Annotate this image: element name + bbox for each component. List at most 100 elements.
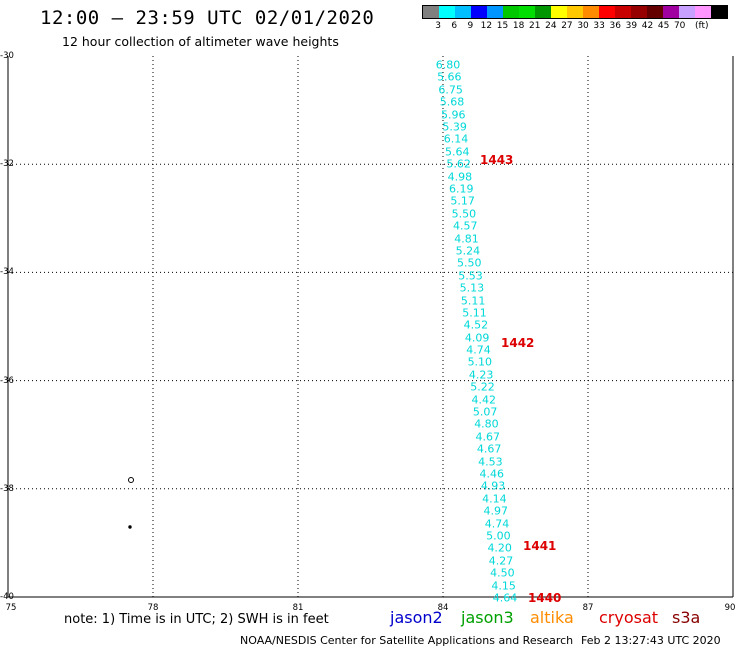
swh-value: 4.15	[491, 579, 516, 593]
legend-label: 9	[467, 21, 474, 31]
swh-value: 4.74	[484, 517, 510, 531]
legend-swatch	[663, 6, 679, 18]
legend-label: 39	[625, 21, 638, 31]
legend-swatch	[615, 6, 631, 18]
swh-value: 4.52	[463, 318, 489, 332]
legend-swatch	[647, 6, 663, 18]
swh-value: 4.20	[487, 541, 512, 555]
lat-tick-label: -36	[0, 375, 14, 386]
swh-value: 5.11	[460, 294, 486, 307]
legend-label: 15	[496, 21, 509, 31]
lat-tick-label: -30	[0, 51, 14, 61]
legend-swatch	[503, 6, 519, 18]
swh-value: 4.97	[483, 504, 508, 518]
swh-value: 4.42	[471, 393, 497, 407]
satellite-jason3: jason3	[461, 608, 514, 627]
swh-value: 5.50	[456, 256, 482, 270]
swh-value: 6.14	[443, 132, 469, 146]
swh-value: 5.53	[458, 269, 483, 283]
legend-swatch	[439, 6, 455, 18]
footer-note: note: 1) Time is in UTC; 2) SWH is in fe…	[64, 612, 329, 627]
legend-swatch	[551, 6, 567, 18]
legend-label: 18	[512, 21, 525, 31]
lat-tick-label: -38	[0, 483, 14, 494]
swh-value: 6.19	[449, 182, 474, 196]
swh-value: 5.66	[437, 70, 462, 84]
legend-unit: (ft)	[695, 21, 709, 31]
swh-value: 4.67	[475, 430, 501, 444]
lon-tick-label: 81	[292, 603, 304, 613]
legend-swatch	[711, 6, 727, 18]
legend-swatch	[679, 6, 695, 18]
pass-time-label: 1443	[480, 153, 514, 167]
swh-value: 4.81	[454, 232, 479, 246]
legend-label: 12	[480, 21, 493, 31]
swh-value: 5.00	[486, 529, 511, 543]
legend-label: 27	[561, 21, 573, 31]
legend-label: 70	[673, 21, 686, 31]
generated-timestamp: Feb 2 13:27:43 UTC 2020	[581, 634, 721, 647]
legend-label: 3	[435, 21, 441, 31]
swh-value: 4.27	[488, 554, 514, 568]
swh-value: 5.13	[459, 281, 485, 295]
legend-swatch	[519, 6, 535, 18]
pass-time-label: 1440	[528, 591, 562, 605]
lat-tick-label: -32	[0, 159, 14, 170]
lon-tick-label: 78	[147, 603, 159, 613]
swh-value: 4.09	[464, 331, 490, 345]
lat-lon-grid	[7, 56, 734, 598]
island-markers	[128, 477, 134, 529]
swh-value: 5.07	[472, 405, 498, 419]
swh-value: 4.64	[492, 591, 518, 605]
swh-value: 5.62	[446, 157, 471, 171]
swh-value: 5.10	[467, 355, 493, 369]
legend-label: 45	[657, 21, 670, 31]
swh-value: 5.11	[462, 306, 487, 320]
swh-value: 4.74	[466, 343, 491, 357]
legend-swatch	[535, 6, 551, 18]
swh-value: 4.23	[468, 368, 494, 382]
swh-value: 4.53	[478, 455, 503, 469]
swh-value: 5.96	[441, 108, 466, 122]
satellite-altika: altika	[530, 608, 574, 627]
legend-swatch	[455, 6, 471, 18]
swh-value: 4.98	[447, 170, 473, 184]
map-subtitle: 12 hour collection of altimeter wave hei…	[62, 34, 339, 49]
legend-label: 6	[451, 21, 458, 31]
swh-value: 4.67	[476, 442, 502, 456]
legend-swatch	[583, 6, 599, 18]
swh-value: 5.24	[455, 244, 481, 258]
credit-text: NOAA/NESDIS Center for Satellite Applica…	[240, 634, 574, 647]
legend-swatch	[487, 6, 503, 18]
legend-label: 33	[593, 21, 605, 31]
legend-label: 36	[609, 21, 621, 31]
lon-tick-label: 90	[724, 603, 736, 613]
satellite-s3a: s3a	[672, 608, 701, 627]
color-scale-legend	[422, 5, 728, 19]
swh-value: 6.75	[438, 83, 463, 97]
pass-time-label: 1442	[501, 336, 535, 350]
legend-label: 42	[641, 21, 654, 31]
swh-value: 5.64	[445, 145, 470, 159]
swh-value: 4.93	[480, 479, 506, 493]
swh-value: 5.22	[470, 380, 495, 394]
pass-time-label: 1441	[523, 539, 557, 553]
swh-value: 4.80	[474, 417, 499, 431]
satellite-jason2: jason2	[390, 608, 443, 627]
legend-label: 21	[529, 21, 541, 31]
island-marker	[128, 525, 132, 529]
swh-value: 5.39	[442, 120, 467, 134]
swh-value: 5.50	[451, 207, 477, 221]
island-marker	[128, 477, 134, 483]
lon-tick-label: 75	[5, 603, 17, 613]
satellite-cryosat: cryosat	[599, 608, 659, 627]
legend-swatch	[423, 6, 439, 18]
lon-tick-label: 87	[582, 603, 594, 613]
swh-value: 4.57	[452, 219, 478, 233]
swh-value: 5.17	[450, 194, 475, 208]
swh-value: 6.80	[435, 58, 461, 72]
legend-swatch	[631, 6, 647, 18]
swh-value: 4.46	[479, 467, 504, 481]
map-title: 12:00 – 23:59 UTC 02/01/2020	[40, 7, 375, 29]
